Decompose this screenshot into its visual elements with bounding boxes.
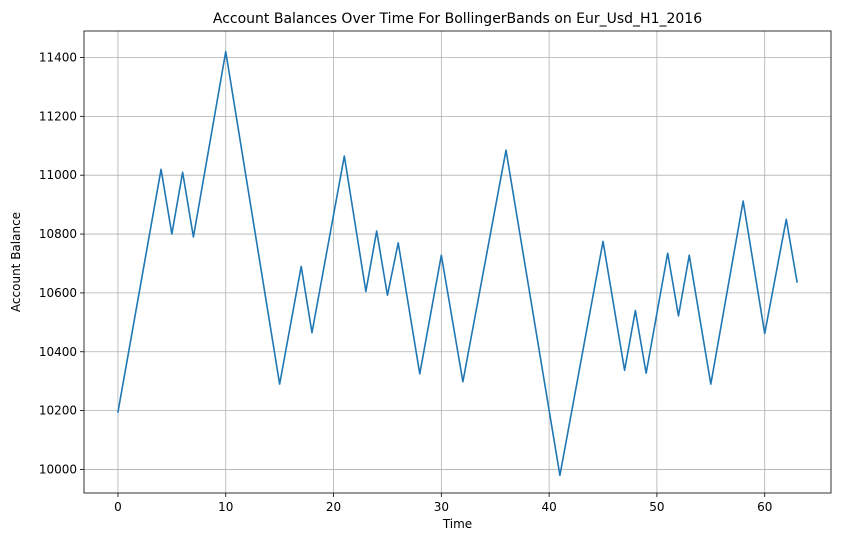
y-tick-label: 11000 xyxy=(39,168,77,182)
y-tick-label: 11200 xyxy=(39,109,77,123)
chart-title: Account Balances Over Time For Bollinger… xyxy=(213,11,702,27)
x-tick-label: 60 xyxy=(757,500,772,514)
x-tick-label: 0 xyxy=(114,500,122,514)
y-tick-label: 11400 xyxy=(39,50,77,64)
y-tick-label: 10400 xyxy=(39,345,77,359)
x-tick-label: 40 xyxy=(541,500,556,514)
grid-layer xyxy=(84,31,831,493)
x-tick-label: 10 xyxy=(218,500,233,514)
tick-layer: 0 10 20 30 40 50 60 10000 10200 10400 10600 10800 11… xyxy=(39,50,773,514)
x-axis-label: Time xyxy=(442,517,472,531)
x-tick-label: 30 xyxy=(434,500,449,514)
plot-frame xyxy=(83,30,832,494)
series-layer xyxy=(117,50,798,477)
y-tick-label: 10000 xyxy=(39,462,77,476)
x-tick-label: 50 xyxy=(649,500,664,514)
y-tick-label: 10600 xyxy=(39,286,77,300)
x-tick-label: 20 xyxy=(326,500,341,514)
y-axis-label: Account Balance xyxy=(9,212,23,312)
series-line xyxy=(117,50,798,477)
y-tick-label: 10200 xyxy=(39,404,77,418)
y-tick-label: 10800 xyxy=(39,227,77,241)
